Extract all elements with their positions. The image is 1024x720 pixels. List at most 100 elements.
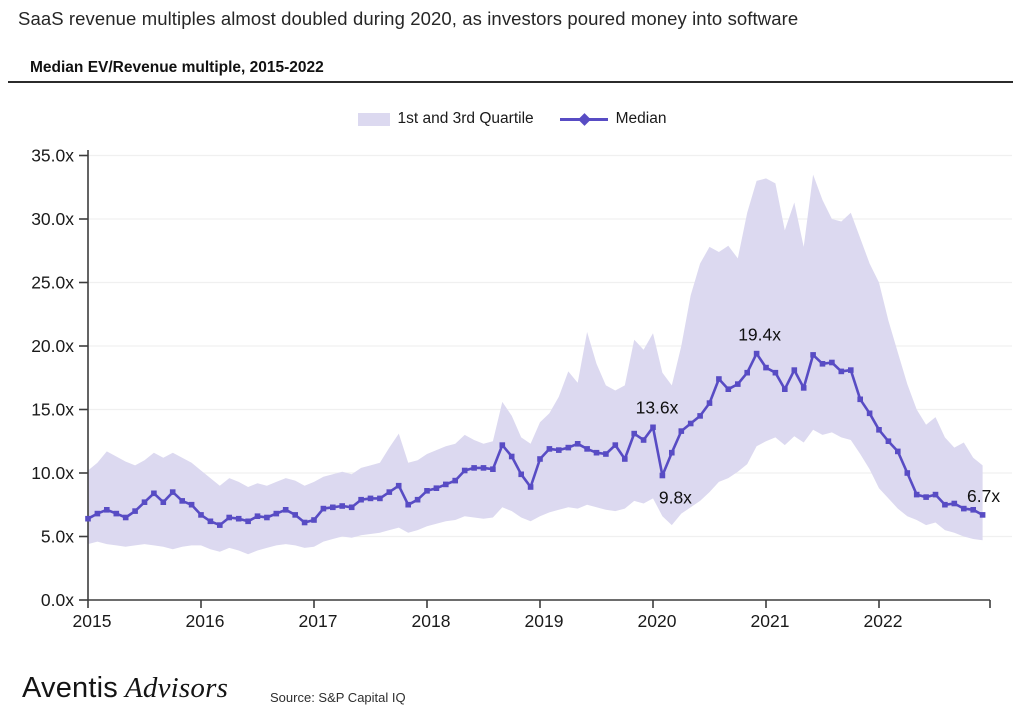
- median-marker: [716, 376, 722, 382]
- annotation-19.4x: 19.4x: [738, 325, 781, 345]
- y-tick-label: 15.0x: [31, 400, 74, 420]
- median-marker: [169, 489, 176, 495]
- median-marker: [160, 499, 167, 505]
- median-marker: [188, 501, 195, 508]
- y-tick-label: 5.0x: [41, 527, 74, 547]
- median-marker: [377, 495, 383, 502]
- median-marker: [866, 410, 873, 417]
- median-marker: [282, 507, 289, 513]
- median-marker: [669, 449, 675, 456]
- median-marker: [235, 515, 242, 522]
- x-tick-label: 2015: [73, 611, 112, 631]
- median-marker: [301, 519, 308, 526]
- brand-suffix: Advisors: [124, 672, 229, 704]
- median-marker: [942, 501, 948, 508]
- median-marker: [339, 503, 345, 509]
- ev-revenue-chart: 0.0x 5.0x 10.0x 15.0x 20.0x 25.0x 30.0x 35.0x 20…: [31, 146, 1012, 631]
- median-marker: [631, 430, 637, 437]
- median-marker: [706, 400, 713, 406]
- median-marker: [650, 424, 656, 431]
- median-marker: [179, 498, 185, 504]
- median-marker: [687, 420, 694, 427]
- chart-legend: 1st and 3rd Quartile Median: [0, 110, 1024, 128]
- y-tick-label: 25.0x: [31, 273, 74, 293]
- x-tick-label: 2018: [412, 611, 451, 631]
- median-marker: [320, 505, 327, 512]
- x-tick-label: 2017: [299, 611, 338, 631]
- median-marker: [414, 496, 421, 503]
- median-marker: [358, 496, 364, 503]
- median-marker: [565, 444, 572, 451]
- y-tick-label: 35.0x: [31, 146, 74, 166]
- median-marker: [424, 488, 430, 494]
- median-marker: [395, 482, 402, 489]
- median-marker: [452, 477, 458, 484]
- median-marker: [245, 518, 251, 525]
- median-marker: [857, 396, 863, 403]
- median-marker: [979, 512, 986, 518]
- median-marker: [198, 512, 204, 518]
- median-marker: [848, 367, 854, 373]
- median-marker: [433, 485, 440, 491]
- legend-item-median: Median: [559, 110, 667, 128]
- median-marker: [264, 514, 270, 521]
- median-marker: [951, 500, 958, 507]
- y-tick-label: 10.0x: [31, 463, 74, 483]
- median-marker: [819, 361, 826, 367]
- median-marker: [273, 510, 280, 517]
- median-marker: [772, 369, 779, 376]
- median-marker: [923, 494, 929, 500]
- median-marker: [386, 489, 393, 495]
- median-marker: [292, 512, 298, 518]
- median-marker: [753, 350, 760, 357]
- median-marker: [556, 447, 562, 453]
- brand-logo: Aventis Advisors: [22, 672, 228, 705]
- median-line-sample: [559, 112, 608, 126]
- median-marker: [113, 510, 120, 517]
- median-marker: [584, 446, 590, 452]
- median-marker: [367, 495, 374, 502]
- median-label: Median: [615, 110, 667, 127]
- median-marker: [640, 437, 647, 443]
- median-marker: [876, 427, 882, 433]
- median-marker: [217, 522, 223, 528]
- median-marker: [348, 504, 355, 511]
- median-marker: [104, 507, 110, 513]
- median-marker: [904, 470, 911, 476]
- median-marker: [574, 441, 581, 447]
- median-marker: [226, 514, 232, 521]
- median-marker: [94, 510, 101, 517]
- median-marker: [659, 472, 666, 479]
- median-marker: [527, 484, 534, 490]
- median-marker: [499, 442, 506, 448]
- annotation-6.7x: 6.7x: [967, 486, 1000, 506]
- legend-item-quartile-band: 1st and 3rd Quartile: [357, 110, 534, 128]
- median-marker: [151, 490, 157, 497]
- median-marker: [697, 413, 703, 419]
- median-marker: [537, 456, 543, 462]
- median-marker: [810, 352, 816, 358]
- median-marker: [970, 507, 976, 513]
- quartile-band-swatch: [357, 112, 390, 126]
- median-marker: [461, 467, 468, 474]
- median-marker: [763, 364, 769, 371]
- median-marker: [735, 381, 741, 387]
- x-tick-label: 2016: [186, 611, 225, 631]
- chart-subtitle: Median EV/Revenue multiple, 2015-2022: [30, 59, 324, 76]
- median-marker: [490, 466, 496, 472]
- median-marker: [932, 491, 939, 498]
- median-marker: [132, 508, 138, 514]
- median-marker: [838, 368, 845, 375]
- y-tick-label: 0.0x: [41, 590, 74, 610]
- median-marker: [254, 513, 261, 519]
- source-note: Source: S&P Capital IQ: [270, 690, 406, 705]
- x-tick-label: 2021: [751, 611, 790, 631]
- median-marker: [471, 465, 477, 471]
- annotation-13.6x: 13.6x: [636, 397, 679, 417]
- median-marker: [791, 367, 798, 373]
- median-marker: [913, 491, 920, 498]
- median-marker: [443, 481, 449, 488]
- median-marker: [330, 504, 336, 511]
- median-marker: [405, 501, 411, 508]
